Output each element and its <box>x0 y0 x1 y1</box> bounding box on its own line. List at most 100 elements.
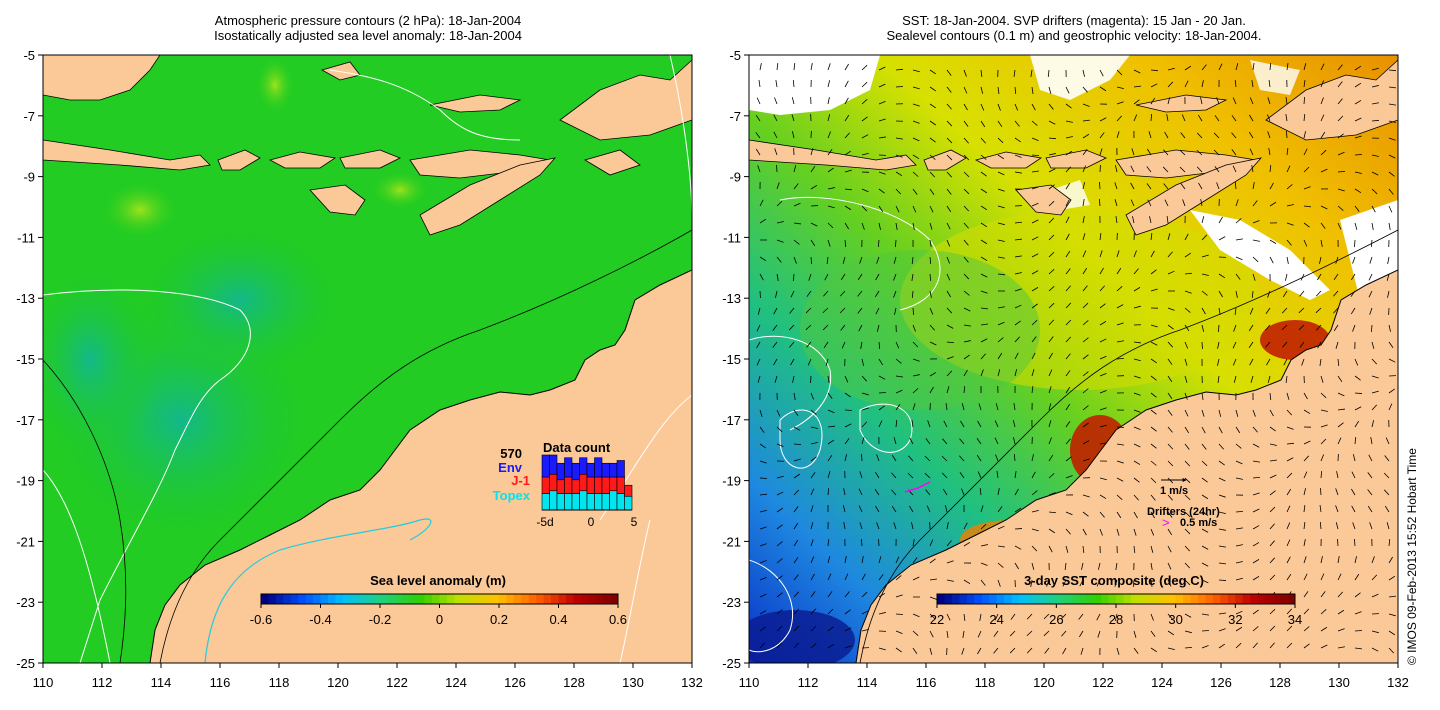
data-count-bar-segment <box>624 484 633 497</box>
velocity-arrow <box>827 471 831 479</box>
velocity-arrow <box>805 307 812 314</box>
y-tick-label: -5 <box>729 48 741 63</box>
velocity-arrow <box>1252 443 1260 448</box>
velocity-arrow <box>911 273 914 281</box>
colorbar-segment <box>974 594 983 604</box>
colorbar-segment <box>1123 594 1132 604</box>
velocity-arrow <box>827 187 835 190</box>
velocity-arrow <box>807 358 812 366</box>
velocity-arrow <box>997 506 1003 513</box>
velocity-arrow <box>1354 592 1361 598</box>
velocity-arrow <box>980 307 988 310</box>
velocity-arrow <box>1303 556 1307 564</box>
x-tick-label: 118 <box>269 675 290 690</box>
velocity-arrow <box>1333 307 1339 314</box>
velocity-arrow <box>1388 647 1395 654</box>
velocity-arrow <box>1133 250 1137 258</box>
velocity-arrow <box>1320 205 1328 210</box>
velocity-arrow <box>1064 562 1067 570</box>
velocity-arrow <box>823 290 829 297</box>
velocity-arrow <box>1048 403 1052 411</box>
velocity-arrow <box>1150 545 1154 553</box>
velocity-arrow <box>1196 149 1203 156</box>
velocity-arrow <box>1184 528 1191 535</box>
velocity-arrow <box>980 154 987 160</box>
velocity-arrow <box>790 290 795 298</box>
velocity-arrow <box>1184 630 1192 634</box>
y-tick-label: -15 <box>722 352 741 367</box>
velocity-arrow <box>1116 460 1124 464</box>
velocity-arrow <box>1009 630 1016 637</box>
velocity-arrow <box>1252 182 1255 190</box>
colorbar-segment <box>1175 594 1184 604</box>
data-count-bar-segment <box>541 493 550 511</box>
velocity-arrow <box>757 307 761 315</box>
velocity-arrow <box>1352 522 1356 530</box>
velocity-arrow <box>810 539 814 547</box>
velocity-arrow <box>963 205 970 212</box>
colorbar-tick-label: 26 <box>1049 612 1063 627</box>
velocity-arrow <box>1267 290 1271 298</box>
velocity-arrow <box>891 489 897 496</box>
velocity-arrow <box>1133 647 1139 654</box>
colorbar-segment <box>491 594 500 604</box>
velocity-arrow <box>1184 392 1188 400</box>
velocity-arrow <box>1133 409 1141 413</box>
x-tick-label: 110 <box>739 675 760 690</box>
velocity-arrow <box>1218 307 1221 315</box>
velocity-arrow <box>912 539 915 547</box>
velocity-arrow <box>877 239 880 248</box>
velocity-arrow <box>1116 131 1120 139</box>
velocity-arrow <box>1167 81 1174 88</box>
colorbar-segment <box>937 594 945 604</box>
velocity-arrow <box>963 188 970 195</box>
velocity-arrow <box>1184 426 1190 434</box>
colorbar-segment <box>402 594 411 604</box>
velocity-arrow <box>1350 307 1356 315</box>
left-y-axis: -5 -7 -9 -11 -13 -15 -17 -19 -21 -23 -25 <box>16 48 43 671</box>
velocity-arrow <box>1014 320 1021 326</box>
colorbar-segment <box>1280 594 1289 604</box>
colorbar-segment <box>469 594 478 604</box>
velocity-arrow <box>1014 86 1017 95</box>
velocity-arrow <box>1167 67 1175 71</box>
velocity-arrow <box>776 443 784 447</box>
velocity-arrow <box>1388 188 1394 195</box>
velocity-arrow <box>1065 438 1071 445</box>
velocity-arrow <box>1167 528 1173 536</box>
velocity-arrow <box>895 154 903 158</box>
velocity-arrow <box>788 324 795 331</box>
velocity-arrow <box>1081 562 1084 570</box>
velocity-arrow <box>1031 352 1036 360</box>
velocity-arrow <box>1269 182 1274 190</box>
velocity-arrow <box>946 256 950 264</box>
velocity-arrow <box>895 205 900 213</box>
colorbar-segment <box>327 594 336 604</box>
velocity-arrow <box>810 426 818 429</box>
velocity-arrow <box>776 182 780 190</box>
velocity-arrow <box>1133 114 1138 122</box>
velocity-arrow <box>861 99 868 105</box>
colorbar-segment <box>1153 594 1162 604</box>
velocity-arrow <box>1048 103 1054 110</box>
velocity-arrow <box>1218 460 1225 466</box>
velocity-arrow <box>1114 199 1118 207</box>
velocity-arrow <box>1013 403 1016 411</box>
velocity-arrow <box>895 375 903 378</box>
velocity-arrow <box>1048 120 1056 125</box>
velocity-arrow <box>1164 131 1169 139</box>
velocity-arrow <box>912 205 917 213</box>
velocity-arrow <box>827 573 832 581</box>
colorbar-segment <box>1287 594 1296 604</box>
velocity-arrow <box>1218 63 1223 71</box>
velocity-arrow <box>1048 86 1052 94</box>
velocity-arrow <box>1218 612 1226 615</box>
velocity-arrow <box>793 183 799 190</box>
velocity-arrow <box>1030 69 1033 77</box>
velocity-arrow <box>980 205 988 211</box>
velocity-arrow <box>1078 613 1084 620</box>
velocity-arrow <box>827 425 835 428</box>
velocity-arrow <box>907 472 914 479</box>
velocity-arrow <box>1031 236 1039 241</box>
colorbar-segment <box>1093 594 1102 604</box>
